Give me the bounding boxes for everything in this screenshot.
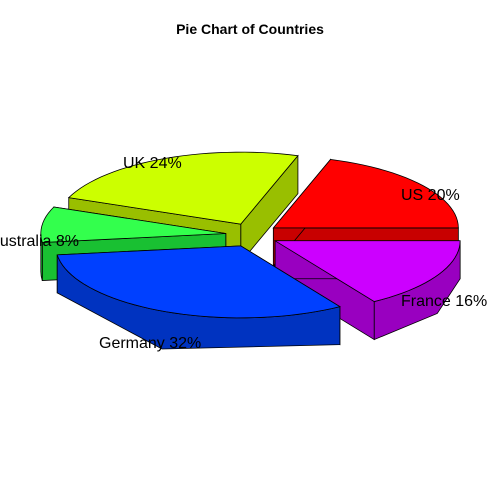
slice-labels: US 20% UK 24% Australia 8% Germany 32% Franc… (0, 155, 487, 352)
slice-germany (56, 245, 341, 350)
slice-top-us (272, 159, 459, 229)
slice-label-us: US 20% (401, 187, 460, 204)
pie-slices (40, 151, 461, 350)
slice-label-uk: UK 24% (123, 155, 182, 172)
slice-label-france: France 16% (401, 293, 487, 310)
chart-title: Pie Chart of Countries (176, 21, 324, 37)
slice-label-australia: Australia 8% (0, 233, 79, 250)
slice-top-germany (56, 245, 341, 319)
slice-top-france (273, 240, 461, 302)
slice-label-germany: Germany 32% (99, 335, 201, 352)
slice-top-uk (67, 151, 299, 225)
slice-top-australia (40, 206, 226, 243)
slice-france (273, 240, 461, 341)
